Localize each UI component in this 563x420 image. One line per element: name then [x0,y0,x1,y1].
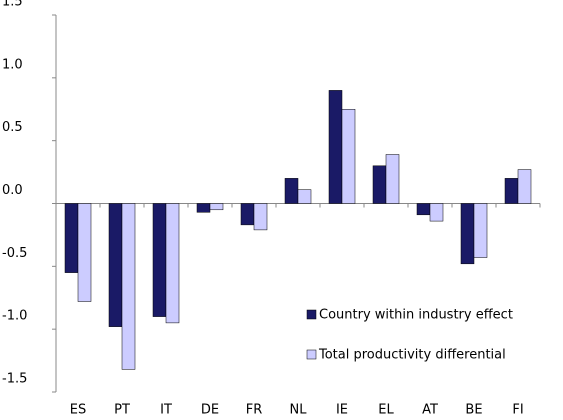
x-tick-label: AT [422,403,438,418]
x-tick-label: BE [465,403,482,418]
y-tick-label: 1.5 [2,0,23,10]
x-tick-label: IE [336,403,348,418]
x-tick-label: IT [160,403,172,418]
legend-label: Total productivity differential [318,348,506,363]
legend-swatch [306,309,317,320]
bar [108,203,123,327]
y-tick-label: 1.0 [2,57,23,72]
bar [473,203,488,258]
bar [77,203,92,302]
legend-swatch [306,349,317,360]
x-tick-label: EL [378,403,394,418]
y-tick-label: -1.0 [2,309,27,324]
y-tick-label: 0.0 [2,183,23,198]
bar [372,165,387,204]
bar [517,169,532,204]
bar [297,189,312,204]
y-tick-label: -1.5 [2,372,27,387]
bar [196,203,211,213]
bar [240,203,255,226]
bar [253,203,268,231]
bar [341,109,356,204]
x-tick-label: FI [512,403,523,418]
bar [209,203,224,211]
bar [64,203,79,273]
x-tick-label: DE [201,403,219,418]
bar [429,203,444,222]
bar [284,178,299,204]
bar [121,203,136,370]
x-tick-label: FR [246,403,263,418]
x-tick-label: PT [114,403,130,418]
y-tick-label: 0.5 [2,120,23,135]
bar [152,203,167,317]
x-tick-label: NL [290,403,308,418]
bar [385,154,400,204]
y-tick-label: -0.5 [2,246,27,261]
bar [460,203,475,265]
bar [504,178,519,204]
bar [165,203,180,324]
bar [416,203,431,216]
legend-label: Country within industry effect [319,308,513,323]
bar [328,90,343,204]
x-tick-label: ES [70,403,86,418]
